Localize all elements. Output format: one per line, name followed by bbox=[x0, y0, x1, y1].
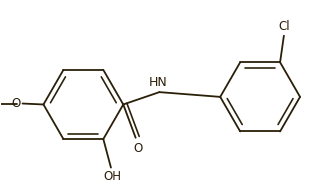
Text: Cl: Cl bbox=[278, 20, 290, 33]
Text: OH: OH bbox=[103, 170, 121, 183]
Text: O: O bbox=[133, 142, 142, 155]
Text: HN: HN bbox=[149, 76, 168, 89]
Text: O: O bbox=[11, 97, 21, 110]
